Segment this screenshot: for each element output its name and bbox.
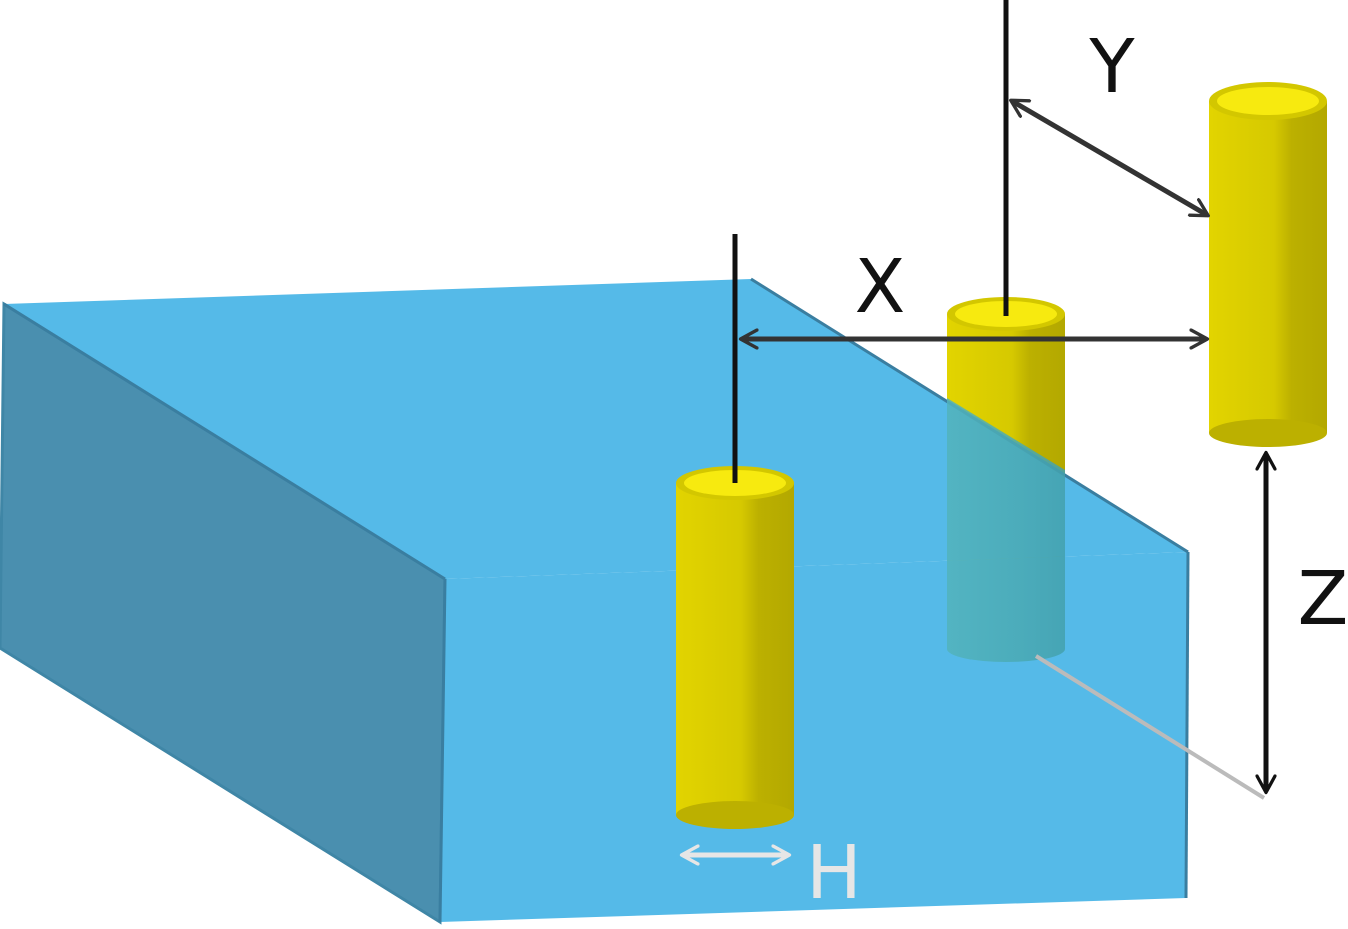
z-label: Z xyxy=(1298,556,1348,642)
front-cylinder xyxy=(676,466,794,829)
y-dimension-arrow xyxy=(1012,101,1207,215)
y-label: Y xyxy=(1088,24,1135,110)
box-top-face xyxy=(4,279,1188,579)
right-cylinder xyxy=(1209,82,1327,447)
middle-cylinder-submerged xyxy=(947,398,1065,662)
x-label: X xyxy=(855,244,906,330)
projection-line xyxy=(1034,654,1266,800)
h-label: H xyxy=(806,830,862,916)
